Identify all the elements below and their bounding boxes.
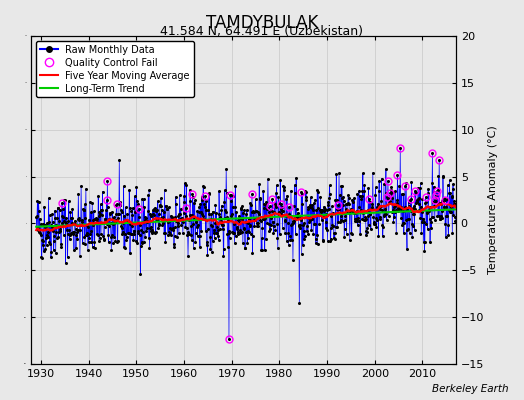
Legend: Raw Monthly Data, Quality Control Fail, Five Year Moving Average, Long-Term Tren: Raw Monthly Data, Quality Control Fail, … — [36, 41, 194, 97]
Y-axis label: Temperature Anomaly (°C): Temperature Anomaly (°C) — [488, 126, 498, 274]
Text: 41.584 N, 64.491 E (Uzbekistan): 41.584 N, 64.491 E (Uzbekistan) — [160, 25, 364, 38]
Text: TAMDYBULAK: TAMDYBULAK — [206, 14, 318, 32]
Text: Berkeley Earth: Berkeley Earth — [432, 384, 508, 394]
